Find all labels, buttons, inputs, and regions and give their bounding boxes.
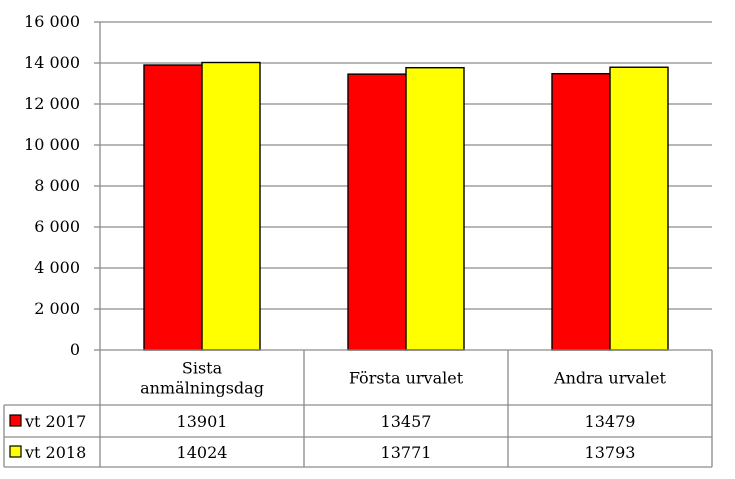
category-label: Andra urvalet	[553, 369, 666, 388]
bar	[143, 64, 203, 351]
y-tick-label: 10 000	[24, 135, 80, 154]
bar	[551, 72, 611, 351]
data-label: 13479	[585, 412, 636, 431]
y-tick-label: 12 000	[24, 94, 80, 113]
y-tick-label: 14 000	[24, 53, 80, 72]
y-tick-label: 2 000	[34, 299, 80, 318]
y-tick-label: 4 000	[34, 258, 80, 277]
legend-swatch	[9, 445, 22, 458]
data-label: 14024	[177, 443, 228, 462]
data-label: 13793	[585, 443, 636, 462]
data-label: 13901	[177, 412, 228, 431]
category-label: Första urvalet	[349, 369, 464, 388]
bar	[609, 66, 669, 351]
bar	[201, 61, 261, 351]
y-tick-label: 0	[70, 340, 80, 359]
bar	[347, 73, 407, 351]
legend-label: vt 2017	[24, 412, 86, 431]
y-tick-label: 8 000	[34, 176, 80, 195]
data-label: 13457	[381, 412, 432, 431]
category-label: anmälningsdag	[140, 379, 264, 398]
data-label: 13771	[381, 443, 432, 462]
legend-label: vt 2018	[24, 443, 86, 462]
category-label: Sista	[182, 359, 223, 378]
bar	[405, 66, 465, 351]
legend-swatch	[9, 414, 22, 427]
y-tick-label: 16 000	[24, 12, 80, 31]
y-tick-label: 6 000	[34, 217, 80, 236]
